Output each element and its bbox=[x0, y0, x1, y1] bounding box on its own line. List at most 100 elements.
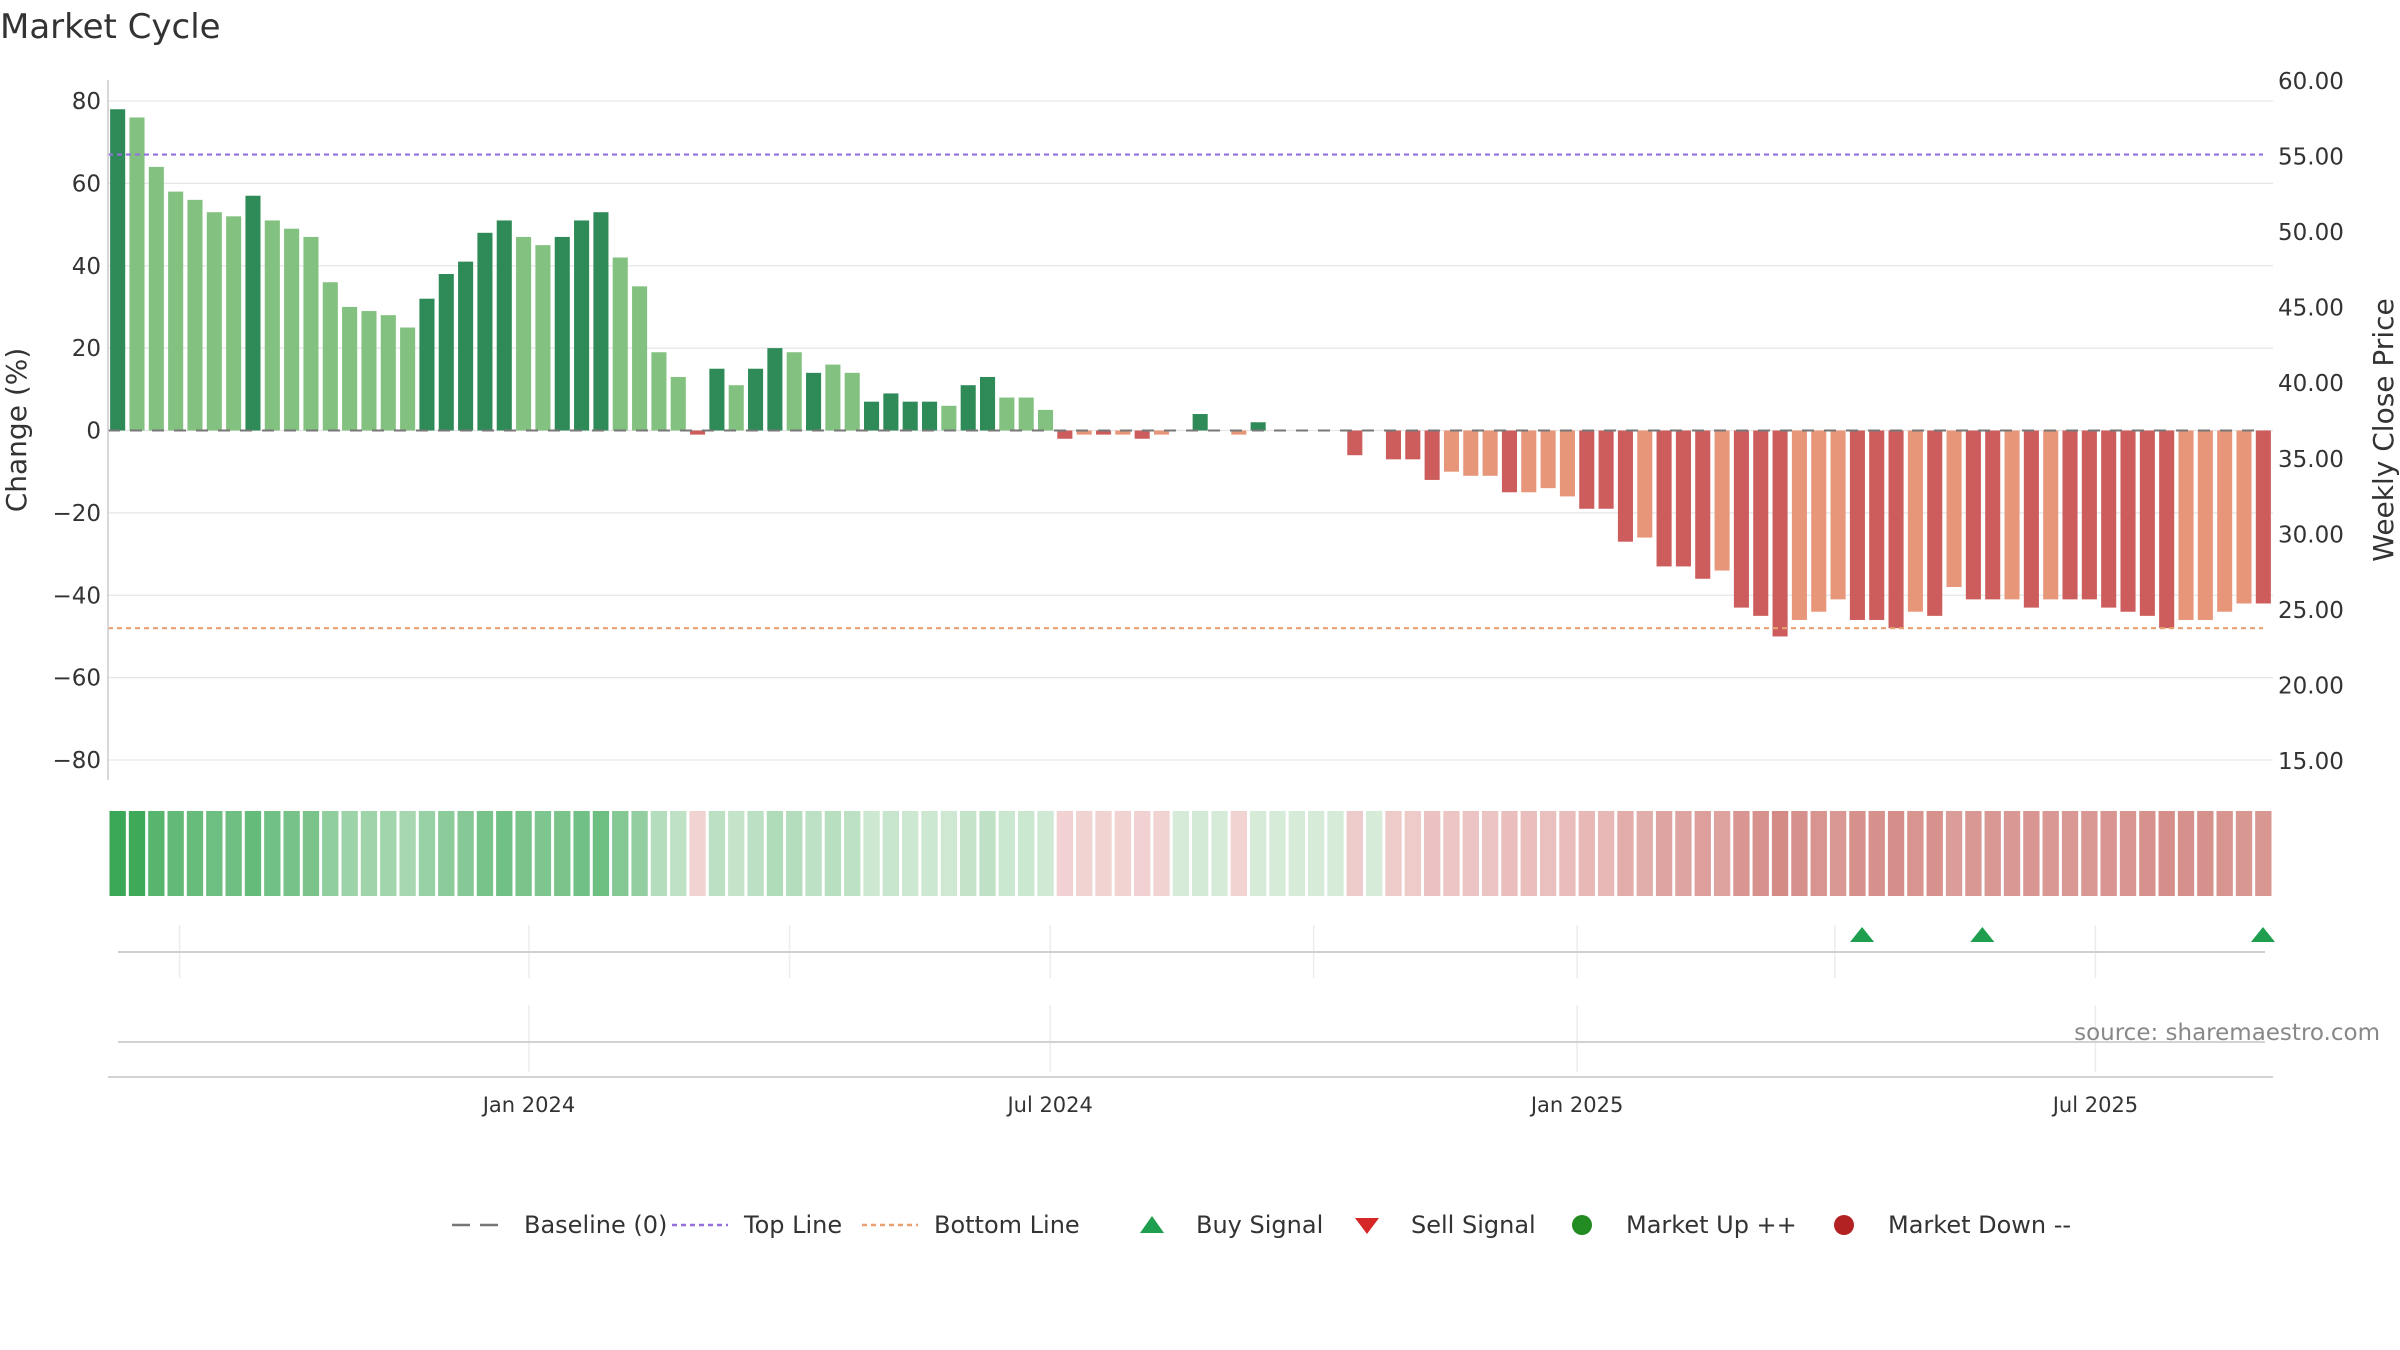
heat-strip-cell bbox=[921, 811, 938, 896]
change-bar bbox=[110, 109, 126, 431]
y-tick-label: −40 bbox=[52, 583, 101, 609]
change-bar bbox=[535, 245, 551, 431]
change-bar bbox=[922, 401, 938, 431]
change-bar bbox=[767, 348, 783, 431]
heat-strip-cell bbox=[1501, 811, 1518, 896]
y2-tick-label: 45.00 bbox=[2278, 296, 2344, 322]
change-bar bbox=[651, 352, 667, 431]
heat-strip-cell bbox=[322, 811, 339, 896]
legend-label: Top Line bbox=[743, 1211, 842, 1239]
heat-strip-cell bbox=[1288, 811, 1305, 896]
heat-strip-cell bbox=[1597, 811, 1615, 896]
buy-signal-legend-icon bbox=[1140, 1216, 1164, 1233]
heat-strip-cell bbox=[1965, 811, 1982, 896]
change-bar bbox=[1501, 430, 1517, 493]
change-bar bbox=[2062, 430, 2078, 600]
heat-strip-cell bbox=[148, 811, 165, 896]
source-credit: source: sharemaestro.com bbox=[2074, 1020, 2380, 1046]
heat-strip-cell bbox=[573, 811, 590, 896]
heat-strip-cell bbox=[167, 811, 184, 896]
y-axis-title: Change (%) bbox=[0, 348, 33, 513]
change-bar bbox=[1559, 430, 1575, 497]
change-bar bbox=[1927, 430, 1943, 616]
change-bar bbox=[419, 298, 435, 431]
change-bar bbox=[516, 236, 532, 431]
heat-strip-cell bbox=[244, 811, 262, 896]
change-bar bbox=[690, 430, 706, 435]
heat-strip-cell bbox=[1153, 811, 1170, 896]
heat-strip-cell bbox=[2003, 811, 2021, 896]
change-bar bbox=[1656, 430, 1672, 567]
heat-strip-cell bbox=[960, 811, 977, 896]
change-bar bbox=[1134, 430, 1150, 439]
y2-tick-label: 15.00 bbox=[2278, 749, 2344, 775]
change-bar bbox=[1811, 430, 1827, 612]
heat-strip-cell bbox=[1056, 811, 1074, 896]
heat-strip-cell bbox=[1307, 811, 1325, 896]
heat-strip-cell bbox=[1655, 811, 1673, 896]
y-tick-label: 60 bbox=[72, 171, 101, 197]
change-bar bbox=[806, 372, 822, 431]
change-bar bbox=[999, 397, 1015, 431]
heat-strip-cell bbox=[2255, 811, 2272, 896]
heat-strip-cell bbox=[1172, 811, 1189, 896]
change-bar bbox=[129, 117, 145, 431]
heat-strip-cell bbox=[2081, 811, 2098, 896]
heat-strip-cell bbox=[1134, 811, 1151, 896]
heat-strip-cell bbox=[1327, 811, 1344, 896]
change-bar bbox=[2101, 430, 2117, 608]
change-bar bbox=[1791, 430, 1807, 620]
heat-strip-cell bbox=[206, 811, 223, 896]
change-bar bbox=[1985, 430, 2001, 600]
heat-strip-cell bbox=[186, 811, 204, 896]
change-bar bbox=[670, 376, 686, 431]
heat-strip-cell bbox=[1481, 811, 1499, 896]
cycle-heat-strip bbox=[109, 811, 2272, 896]
signal-panel bbox=[118, 925, 2275, 978]
change-bar bbox=[1076, 430, 1092, 435]
change-bar bbox=[844, 372, 860, 431]
heat-strip-cell bbox=[689, 811, 706, 896]
heat-strip-cell bbox=[1694, 811, 1711, 896]
legend-item: Market Up ++ bbox=[1572, 1211, 1797, 1239]
heat-strip-cell bbox=[1211, 811, 1228, 896]
heat-strip-cell bbox=[264, 811, 281, 896]
heat-strip-cell bbox=[2023, 811, 2040, 896]
heat-strip-cell bbox=[2158, 811, 2175, 896]
heat-strip-cell bbox=[128, 811, 146, 896]
heat-strip-cell bbox=[650, 811, 668, 896]
heat-strip-cell bbox=[728, 811, 745, 896]
heat-strip-cell bbox=[515, 811, 532, 896]
change-bar bbox=[1443, 430, 1459, 472]
heat-strip-cell bbox=[2119, 811, 2137, 896]
heat-strip-cell bbox=[1018, 811, 1035, 896]
change-bar bbox=[2043, 430, 2059, 600]
change-bar bbox=[264, 220, 280, 431]
change-bar bbox=[2139, 430, 2155, 616]
change-bar bbox=[612, 257, 628, 431]
heat-strip-cell bbox=[612, 811, 629, 896]
y2-tick-label: 50.00 bbox=[2278, 220, 2344, 246]
heat-strip-cell bbox=[805, 811, 822, 896]
change-bar bbox=[1115, 430, 1131, 435]
change-bar bbox=[477, 232, 493, 431]
legend: Baseline (0) Top Line Bottom Line Buy Signa… bbox=[452, 1211, 2071, 1239]
change-bar bbox=[438, 273, 454, 431]
heat-strip-cell bbox=[1037, 811, 1054, 896]
change-bar bbox=[2081, 430, 2097, 600]
legend-label: Market Up ++ bbox=[1626, 1211, 1797, 1239]
heat-strip-cell bbox=[1365, 811, 1383, 896]
change-bar bbox=[574, 220, 590, 431]
market-legend-dot-icon bbox=[1572, 1215, 1592, 1235]
x-tick-label: Jul 2025 bbox=[2051, 1093, 2138, 1117]
legend-item: Sell Signal bbox=[1355, 1211, 1536, 1239]
heat-strip-cell bbox=[1346, 811, 1363, 896]
heat-strip-cell bbox=[1520, 811, 1537, 896]
heat-strip-cell bbox=[1849, 811, 1866, 896]
heat-strip-cell bbox=[418, 811, 436, 896]
change-bars bbox=[110, 109, 2271, 637]
buy-signal-marker bbox=[1970, 927, 1995, 942]
heat-strip-cell bbox=[438, 811, 455, 896]
change-bar bbox=[1482, 430, 1498, 476]
heat-strip-cell bbox=[592, 811, 610, 896]
